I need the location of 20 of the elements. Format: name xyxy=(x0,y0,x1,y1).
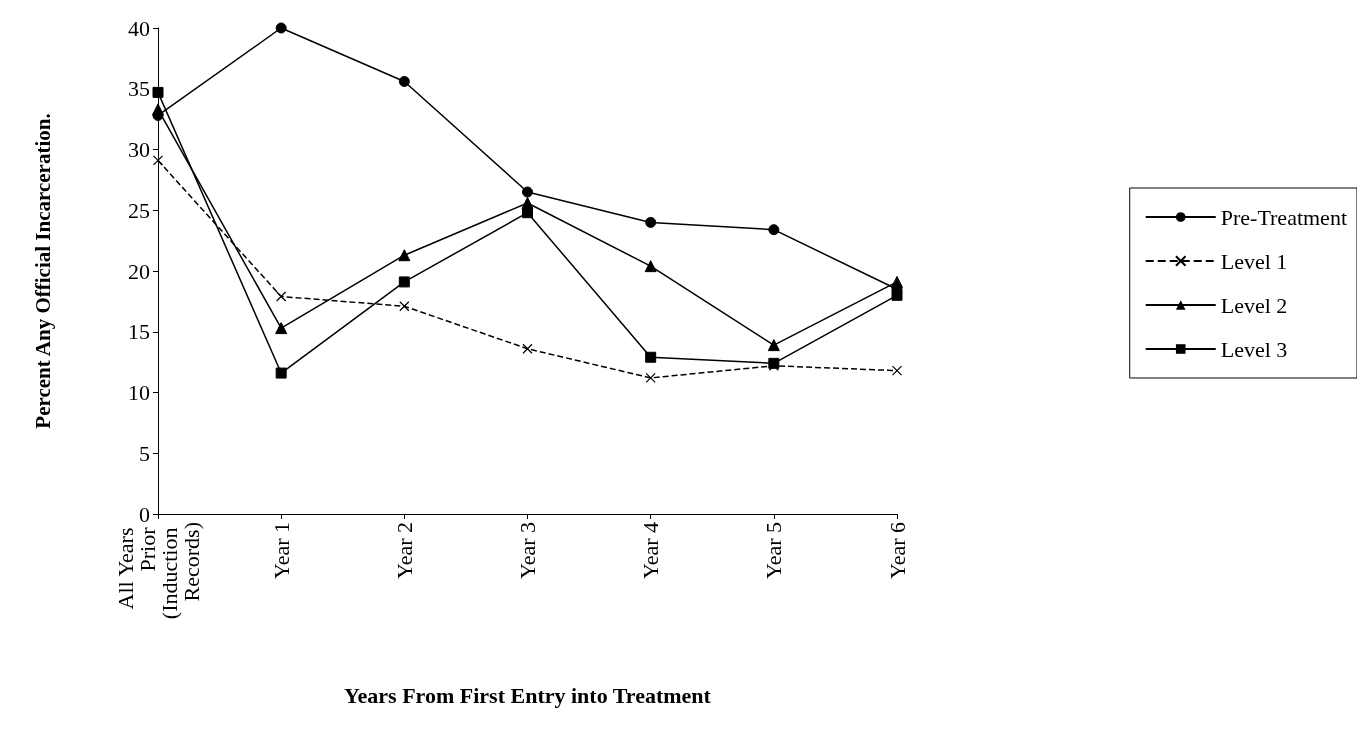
x-tick-label: Year 1 xyxy=(268,522,294,580)
x-axis-title: Years From First Entry into Treatment xyxy=(344,682,712,708)
x-tick-label: Year 6 xyxy=(884,522,910,580)
legend-label: Pre-Treatment xyxy=(1220,204,1348,230)
y-tick-label: 5 xyxy=(139,440,150,466)
x-tick-label: Year 2 xyxy=(391,522,417,580)
y-tick-label: 25 xyxy=(128,197,150,223)
legend-label: Level 2 xyxy=(1220,292,1288,318)
y-tick-label: 15 xyxy=(128,319,150,345)
y-tick-label: 10 xyxy=(128,380,150,405)
y-axis-title: Percent Any Official Incarceration. xyxy=(30,113,55,429)
y-tick-label: 20 xyxy=(128,258,150,284)
legend-label: Level 3 xyxy=(1220,336,1288,362)
x-tick-label: Year 4 xyxy=(638,522,664,580)
y-tick-label: 35 xyxy=(128,76,150,102)
y-tick-label: 30 xyxy=(128,137,150,162)
y-tick-label: 40 xyxy=(128,15,150,41)
legend-label: Level 1 xyxy=(1220,248,1288,274)
x-tick-label: Year 3 xyxy=(515,522,540,580)
x-tick-label: Year 5 xyxy=(761,522,787,580)
